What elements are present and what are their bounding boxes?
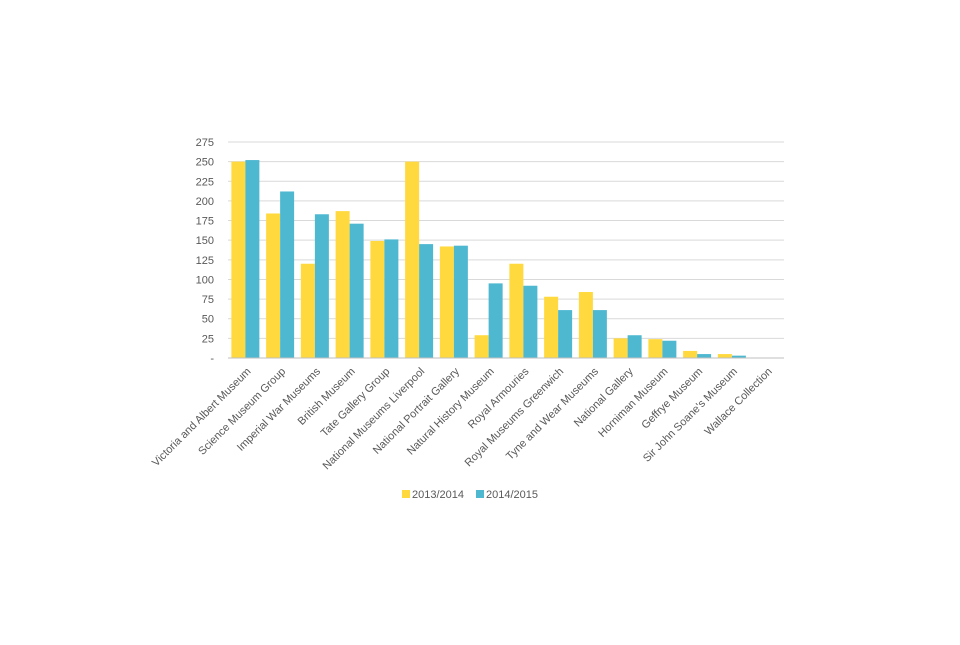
y-tick-label: 75	[202, 294, 214, 306]
bar-series-2	[280, 191, 295, 358]
bar-series-2	[384, 239, 399, 358]
legend: 2013/2014 2014/2015	[402, 489, 538, 501]
bar-series-1	[439, 246, 454, 358]
x-tick-label: Wallace Collection	[703, 366, 775, 438]
bar-series-2	[627, 335, 642, 358]
bar-series-1	[231, 161, 246, 358]
bar-series-2	[731, 355, 746, 358]
bars	[231, 160, 746, 358]
y-tick-label: -	[210, 353, 214, 365]
bar-series-1	[613, 338, 628, 358]
bar-series-1	[648, 339, 663, 358]
y-tick-label: 150	[196, 235, 214, 247]
bar-series-2	[488, 283, 503, 358]
y-tick-label: 175	[196, 216, 214, 228]
bar-series-1	[405, 161, 420, 358]
bar-series-2	[453, 245, 468, 358]
legend-swatch	[402, 490, 410, 498]
y-tick-label: 200	[196, 196, 214, 208]
x-tick-label: Royal Armouries	[466, 365, 532, 431]
bar-series-1	[509, 263, 524, 358]
y-tick-label: 250	[196, 157, 214, 169]
legend-label: 2014/2015	[486, 489, 538, 501]
bar-series-2	[558, 310, 573, 358]
bar-series-1	[578, 292, 593, 358]
bar-series-1	[717, 354, 732, 358]
bar-series-1	[266, 213, 281, 358]
bar-series-1	[335, 211, 350, 358]
x-tick-label: National Gallery	[572, 365, 636, 429]
x-tick-label: Geffrye Museum	[639, 366, 705, 432]
y-tick-label: 25	[202, 333, 214, 345]
y-tick-label: 100	[196, 274, 214, 286]
bar-series-1	[370, 240, 385, 358]
bar-series-2	[697, 354, 712, 358]
y-tick-label: 50	[202, 314, 214, 326]
y-tick-label: 275	[196, 137, 214, 149]
bar-series-1	[474, 335, 489, 358]
bar-series-2	[314, 214, 329, 358]
bar-series-2	[662, 340, 677, 358]
bar-series-2	[523, 285, 538, 358]
y-tick-label: 125	[196, 255, 214, 267]
legend-swatch	[476, 490, 484, 498]
bar-series-2	[592, 310, 607, 358]
bar-series-2	[245, 160, 260, 358]
y-tick-label: 225	[196, 176, 214, 188]
y-axis-tick-labels: - 25 50 75 100 125 150 175 200 225 250 275	[196, 137, 215, 365]
bar-series-1	[300, 263, 315, 358]
bar-series-1	[544, 296, 559, 358]
bar-series-2	[349, 223, 364, 358]
bar-series-1	[683, 350, 698, 358]
bar-series-2	[419, 244, 434, 358]
legend-label: 2013/2014	[412, 489, 464, 501]
